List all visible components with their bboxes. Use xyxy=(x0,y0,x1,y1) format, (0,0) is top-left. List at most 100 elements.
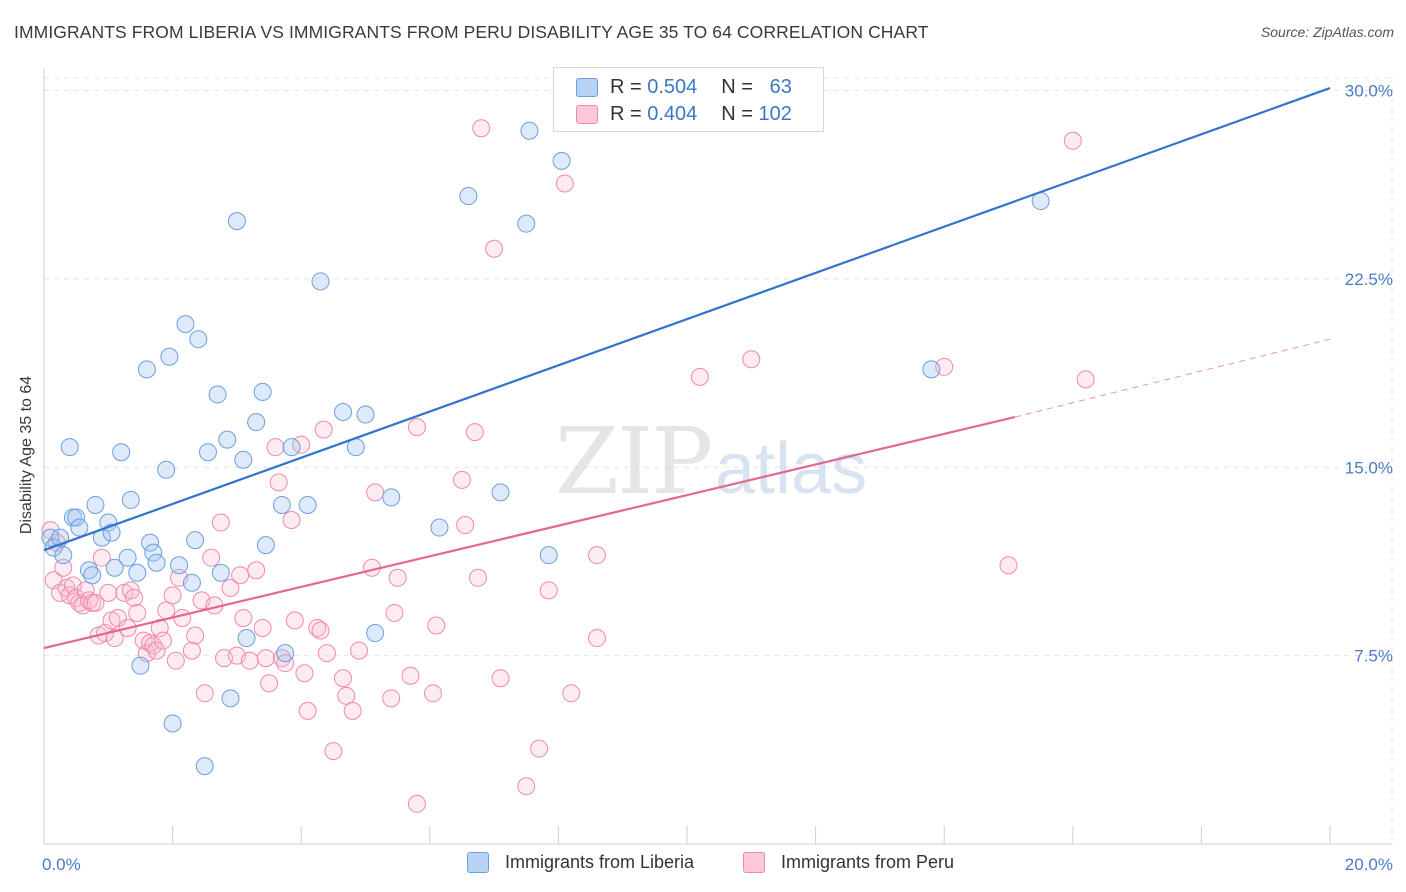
y-tick-label: 7.5% xyxy=(1354,647,1393,666)
liberia-point xyxy=(430,518,449,537)
peru-point xyxy=(587,546,606,565)
liberia-point xyxy=(552,151,571,170)
peru-point xyxy=(407,418,426,437)
peru-point xyxy=(108,608,127,627)
liberia-trend-line xyxy=(43,87,1331,552)
liberia-point xyxy=(186,531,205,550)
peru-point xyxy=(54,558,73,577)
legend-label-liberia: Immigrants from Liberia xyxy=(505,852,695,872)
watermark: ZIP atlas xyxy=(555,408,867,515)
peru-point xyxy=(285,611,304,630)
peru-point xyxy=(690,367,709,386)
watermark-atlas: atlas xyxy=(715,429,867,509)
liberia-point xyxy=(256,536,275,555)
series-peru-points xyxy=(41,119,1095,813)
liberia-point xyxy=(118,548,137,567)
legend-n-value: 102 xyxy=(758,102,792,125)
peru-point xyxy=(295,664,314,683)
liberia-point xyxy=(356,405,375,424)
peru-point xyxy=(407,794,426,813)
peru-point xyxy=(311,621,330,640)
peru-point xyxy=(317,644,336,663)
liberia-point xyxy=(195,757,214,776)
legend-n-label: N = xyxy=(721,75,753,98)
legend-row-peru: R = 0.404 N = 102 xyxy=(576,101,792,127)
peru-point xyxy=(382,689,401,708)
liberia-point xyxy=(253,382,272,401)
legend-r-label: R = xyxy=(610,102,642,125)
peru-point xyxy=(282,511,301,530)
liberia-point xyxy=(121,490,140,509)
peru-point xyxy=(260,674,279,693)
watermark-zip: ZIP xyxy=(555,408,711,515)
liberia-point xyxy=(157,460,176,479)
peru-point xyxy=(530,739,549,758)
peru-point xyxy=(276,654,295,673)
peru-trend-line xyxy=(43,415,1016,650)
legend-r-label: R = xyxy=(610,75,642,98)
peru-point xyxy=(314,420,333,439)
legend-row-liberia: R = 0.504 N = 63 xyxy=(576,74,792,100)
liberia-point xyxy=(491,483,510,502)
x-tick-label: 20.0% xyxy=(1345,855,1393,874)
peru-point xyxy=(211,513,230,532)
liberia-point xyxy=(176,315,195,334)
chart-title: IMMIGRANTS FROM LIBERIA VS IMMIGRANTS FR… xyxy=(14,22,929,42)
series-legend: Immigrants from Liberia Immigrants from … xyxy=(0,852,1406,878)
liberia-point xyxy=(211,563,230,582)
correlation-legend: R = 0.504 N = 63 R = 0.404 N = 102 xyxy=(553,67,824,132)
peru-point xyxy=(469,568,488,587)
liberia-point xyxy=(170,556,189,575)
peru-point xyxy=(308,619,327,638)
peru-point xyxy=(153,631,172,650)
tick-labels: 7.5% 15.0% 22.5% 30.0% 0.0% 20.0% xyxy=(42,82,1393,874)
liberia-point xyxy=(54,546,73,565)
peru-point xyxy=(105,629,124,648)
liberia-point xyxy=(221,689,240,708)
liberia-point xyxy=(333,403,352,422)
liberia-point xyxy=(282,438,301,457)
y-tick-label: 30.0% xyxy=(1345,82,1393,101)
peru-point xyxy=(366,483,385,502)
legend-swatch-liberia xyxy=(467,852,489,873)
peru-point xyxy=(298,701,317,720)
peru-point xyxy=(1076,370,1095,389)
liberia-point xyxy=(198,443,217,462)
peru-point xyxy=(157,601,176,620)
legend-item-liberia[interactable]: Immigrants from Liberia xyxy=(467,852,694,873)
liberia-point xyxy=(366,624,385,643)
peru-point xyxy=(401,666,420,685)
peru-point xyxy=(163,586,182,605)
peru-point xyxy=(247,561,266,580)
legend-item-peru[interactable]: Immigrants from Peru xyxy=(743,852,954,873)
liberia-point xyxy=(83,566,102,585)
peru-point xyxy=(424,684,443,703)
peru-point xyxy=(256,649,275,668)
liberia-point xyxy=(218,430,237,449)
y-axis-label: Disability Age 35 to 64 xyxy=(18,376,35,534)
liberia-point xyxy=(227,212,246,231)
peru-point xyxy=(125,588,144,607)
liberia-point xyxy=(382,488,401,507)
y-tick-label: 15.0% xyxy=(1345,458,1393,477)
peru-point xyxy=(266,438,285,457)
liberia-point xyxy=(147,553,166,572)
liberia-point xyxy=(60,438,79,457)
peru-point xyxy=(92,548,111,567)
peru-point xyxy=(999,556,1018,575)
liberia-point xyxy=(539,546,558,565)
peru-point xyxy=(144,636,163,655)
axes xyxy=(43,68,1392,845)
legend-swatch-peru xyxy=(743,852,765,873)
liberia-point xyxy=(70,518,89,537)
peru-point xyxy=(587,629,606,648)
liberia-point xyxy=(311,272,330,291)
peru-point xyxy=(427,616,446,635)
peru-point xyxy=(465,423,484,442)
peru-point xyxy=(452,470,471,489)
liberia-point xyxy=(128,563,147,582)
liberia-point xyxy=(237,629,256,648)
peru-point xyxy=(231,566,250,585)
peru-point xyxy=(324,742,343,761)
